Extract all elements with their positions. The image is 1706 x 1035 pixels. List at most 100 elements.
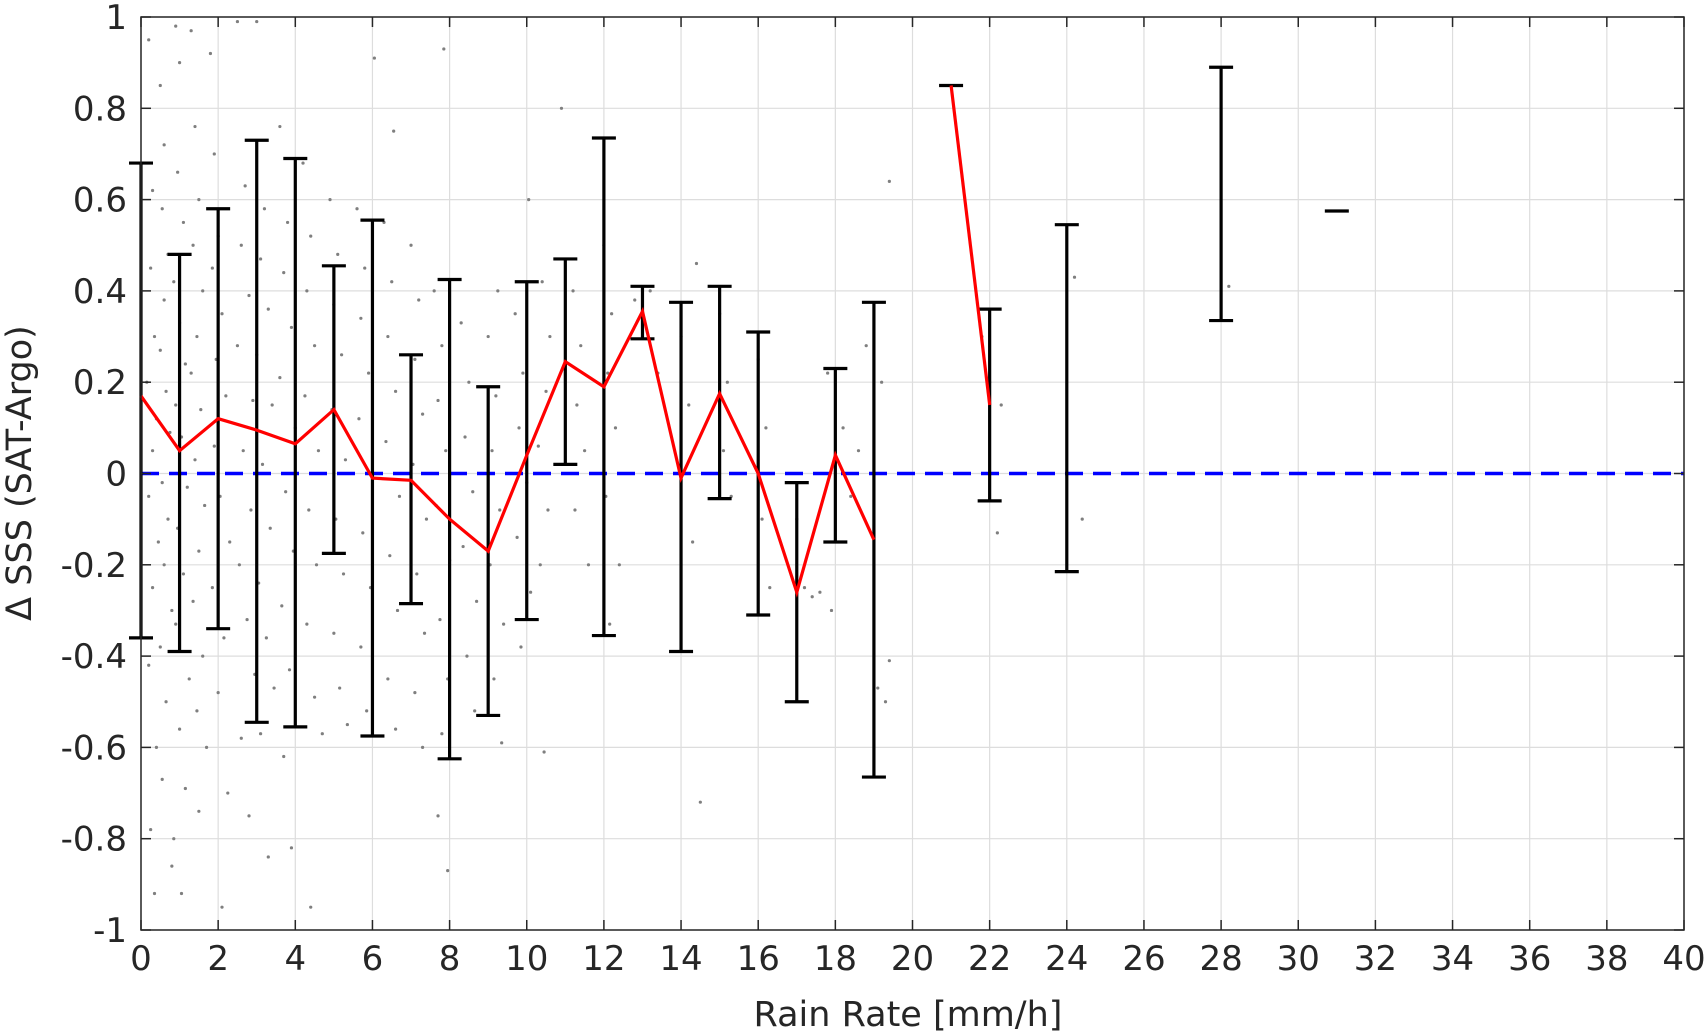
scatter-point: [278, 376, 282, 380]
scatter-point: [154, 745, 159, 750]
scatter-point: [193, 458, 197, 462]
scatter-point: [386, 334, 390, 339]
scatter-point: [191, 243, 195, 247]
scatter-point: [307, 508, 311, 512]
x-tick-label: 18: [814, 939, 857, 979]
scatter-point: [420, 745, 425, 750]
scatter-point: [540, 280, 544, 284]
scatter-point: [467, 380, 471, 384]
scatter-point: [880, 380, 884, 384]
scatter-point: [183, 786, 187, 791]
scatter-point: [802, 586, 807, 590]
scatter-point: [768, 586, 772, 590]
scatter-point: [397, 494, 402, 498]
scatter-point: [251, 398, 255, 403]
x-tick-label: 24: [1045, 939, 1088, 979]
scatter-point: [266, 307, 270, 311]
scatter-point: [829, 608, 834, 613]
y-tick-label: 0.4: [73, 272, 127, 312]
scatter-point: [363, 266, 367, 270]
y-tick-label: 0: [105, 455, 127, 495]
error-bar: [1209, 65, 1234, 323]
scatter-point: [160, 207, 164, 211]
scatter-point: [392, 129, 396, 133]
scatter-point: [475, 599, 479, 603]
scatter-point: [174, 403, 178, 407]
scatter-point: [204, 745, 209, 750]
error-bar: [861, 300, 886, 779]
scatter-point: [262, 207, 267, 211]
scatter-point: [260, 462, 265, 466]
scatter-point: [393, 389, 398, 393]
scatter-point: [463, 435, 467, 439]
scatter-point: [887, 179, 891, 183]
scatter-point: [471, 490, 475, 494]
x-tick-label: 6: [362, 939, 384, 979]
scatter-point: [181, 220, 186, 225]
scatter-point: [515, 535, 519, 540]
scatter-point: [357, 417, 361, 421]
scatter-point: [266, 855, 270, 859]
scatter-point: [285, 220, 290, 225]
scatter-point: [691, 540, 695, 544]
scatter-point: [174, 622, 178, 626]
scatter-point: [440, 732, 444, 736]
scatter-point: [264, 636, 268, 640]
scatter-point: [147, 663, 151, 667]
scatter-point: [995, 531, 999, 535]
scatter-point: [235, 19, 240, 24]
scatter-point: [305, 622, 309, 626]
scatter-point: [542, 750, 546, 754]
scatter-point: [258, 732, 263, 736]
scatter-point: [332, 631, 336, 635]
scatter-point: [494, 394, 498, 398]
scatter-point: [152, 891, 157, 896]
scatter-point: [887, 659, 891, 663]
scatter-point: [179, 891, 184, 896]
scatter-point: [289, 846, 294, 850]
scatter-point: [220, 312, 224, 316]
scatter-point: [282, 754, 286, 759]
scatter-point: [305, 289, 309, 293]
y-tick-label: -0.8: [61, 820, 127, 860]
scatter-point: [764, 426, 768, 430]
scatter-point: [432, 289, 436, 293]
scatter-point: [195, 334, 199, 339]
scatter-point: [235, 344, 240, 348]
scatter-point: [864, 344, 868, 348]
x-tick-label: 8: [439, 939, 461, 979]
x-tick-label: 2: [207, 939, 229, 979]
scatter-point: [177, 727, 182, 731]
scatter-point: [309, 234, 313, 238]
scatter-point: [195, 709, 199, 713]
scatter-point: [999, 403, 1003, 407]
scatter-point: [301, 161, 305, 165]
scatter-point: [393, 727, 398, 731]
scatter-point: [548, 334, 552, 339]
scatter-point: [160, 777, 164, 781]
scatter-point: [174, 24, 178, 28]
error-bars: [129, 65, 1349, 779]
y-tick-labels: 1 0.8 0.6 0.4 0.2 0 -0.2 -0.4 -0.6 -0.8 -1: [61, 0, 127, 951]
scatter-point: [583, 449, 587, 453]
scatter-point: [162, 298, 166, 302]
scatter-point: [521, 371, 525, 375]
scatter-point: [150, 586, 155, 590]
scatter-point: [309, 905, 313, 909]
y-tick-label: -0.2: [61, 546, 127, 586]
scatter-point: [199, 407, 203, 412]
scatter-point: [544, 389, 548, 393]
scatter-point: [170, 608, 174, 613]
y-axis-title: Δ SSS (SAT-Argo): [0, 325, 40, 621]
scatter-point: [721, 449, 726, 453]
scatter-point: [876, 686, 880, 690]
scatter-point: [272, 686, 276, 690]
scatter-point: [760, 517, 764, 521]
x-tick-label: 0: [130, 939, 152, 979]
scatter-point: [177, 61, 182, 65]
scatter-point: [1072, 275, 1077, 279]
scatter-point: [413, 691, 417, 695]
scatter-point: [268, 526, 272, 530]
scatter-point: [442, 47, 446, 51]
